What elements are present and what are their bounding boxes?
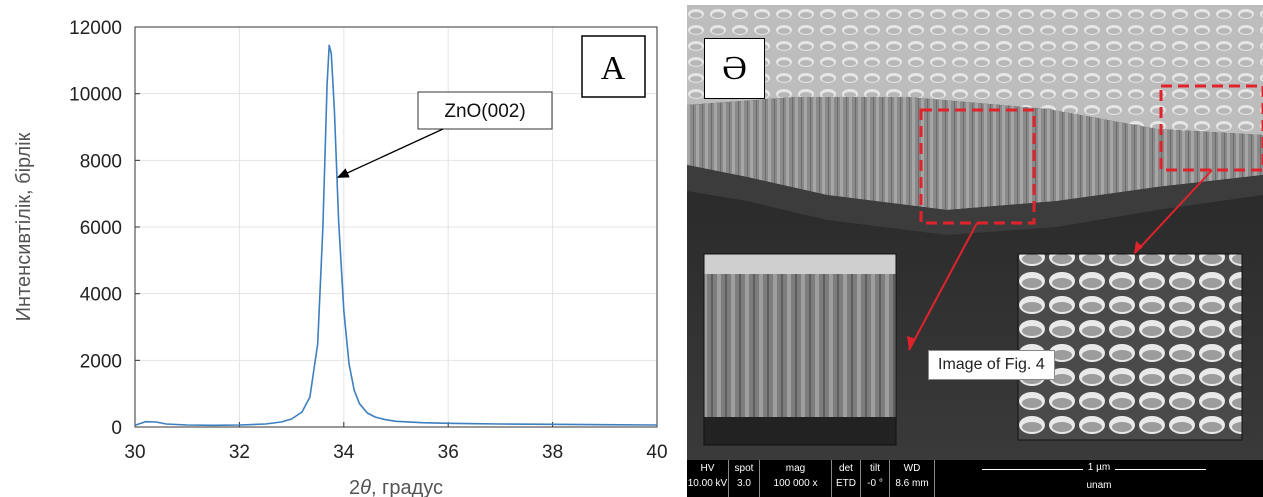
xrd-chart: 30 32 34 36 38 40020004000600080001000012000 … [13,18,668,497]
x-axis-label: 2θ, градус [349,477,443,497]
y-tick-label: 2000 [80,351,122,372]
annotation-box [417,91,553,130]
sem-micrograph: Image of Fig. 4 Ә HV 10.00 kV spot 3.0 mag… [687,5,1263,497]
x-tick-label: 30 [124,442,145,463]
y-tick-label: 4000 [80,285,122,306]
y-tick-label: 0 [111,418,122,439]
databar-wd: WD 8.6 mm [890,460,935,497]
y-tick-label: 6000 [80,218,122,239]
databar-mag: mag 100 000 x [760,460,832,497]
x-tick-label: 32 [229,442,250,463]
y-axis-label: Интенсивтілік, бірлік [13,132,35,321]
databar-scale: 1 µm unam [935,460,1263,497]
y-tick-label: 10000 [69,85,122,106]
y-tick-label: 12000 [69,18,122,39]
svg-text:A: A [601,50,626,87]
x-tick-label: 34 [333,442,355,463]
institution-label: unam [1086,480,1112,491]
sem-image [687,5,1263,460]
annotation: ZnO(002) [336,91,553,178]
panel-label-a: A [581,35,646,98]
inset-cross-section [703,253,897,446]
sem-databar: HV 10.00 kV spot 3.0 mag 100 000 x det ETD t… [687,460,1263,497]
databar-hv: HV 10.00 kV [687,460,729,497]
panel-label-b: Ә [704,38,765,99]
x-tick-label: 36 [438,442,459,463]
xrd-chart-panel: 30 32 34 36 38 40 0 2000 4000 6000 8000 10000 12000 … [13,18,668,497]
databar-spot: spot 3.0 [729,460,760,497]
scale-bar-label: 1 µm [1082,462,1116,473]
annotation-arrow [336,128,444,178]
highlight-box-surface [1159,84,1263,172]
databar-det: det ETD [832,460,861,497]
inset-surface [1017,253,1243,441]
annotation-text: ZnO(002) [444,101,525,122]
databar-tilt: tilt -0 ° [861,460,890,497]
inset-caption: Image of Fig. 4 [928,350,1055,380]
y-tick-label: 8000 [80,151,122,172]
series-line [134,44,658,427]
x-tick-label: 38 [542,442,563,463]
highlight-box-cross-section [919,108,1036,225]
x-tick-label: 40 [646,442,667,463]
